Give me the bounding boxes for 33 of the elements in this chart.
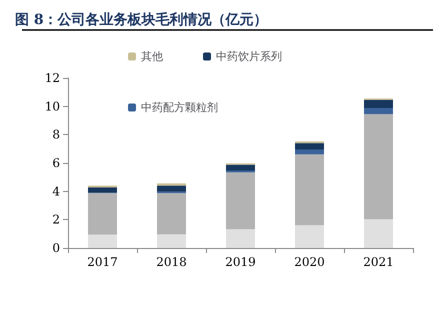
bar	[226, 172, 255, 230]
bar	[364, 114, 393, 220]
y-tick-label: 8	[52, 128, 60, 142]
x-tick-label: 2021	[363, 255, 394, 269]
x-tick-label: 2018	[156, 255, 187, 269]
bar	[226, 229, 255, 248]
y-tick-label: 0	[52, 241, 60, 255]
bar	[364, 108, 393, 114]
bar	[88, 188, 117, 193]
legend-label: 中药配方颗粒剂	[141, 101, 218, 114]
x-tick-label: 2017	[87, 255, 118, 269]
y-tick-label: 10	[44, 99, 60, 114]
bar	[88, 193, 117, 235]
bar	[157, 186, 186, 192]
bar	[295, 150, 324, 154]
bar	[364, 219, 393, 248]
bar	[295, 143, 324, 150]
x-tick-label: 2020	[294, 255, 325, 269]
y-tick-label: 4	[52, 184, 60, 198]
bar	[295, 225, 324, 248]
bar	[295, 154, 324, 226]
y-tick-label: 6	[52, 156, 60, 170]
legend-label: 中药饮片系列	[216, 50, 282, 63]
bar	[226, 164, 255, 171]
chart-title: 图 8：公司各业务板块毛利情况（亿元）	[15, 11, 268, 28]
y-tick-label: 2	[52, 212, 60, 227]
legend-label: 其他	[141, 50, 163, 63]
y-tick-label: 12	[44, 71, 60, 85]
bar	[88, 234, 117, 248]
bar	[364, 100, 393, 108]
bar	[157, 234, 186, 248]
x-tick-label: 2019	[225, 255, 256, 269]
bar	[157, 193, 186, 234]
